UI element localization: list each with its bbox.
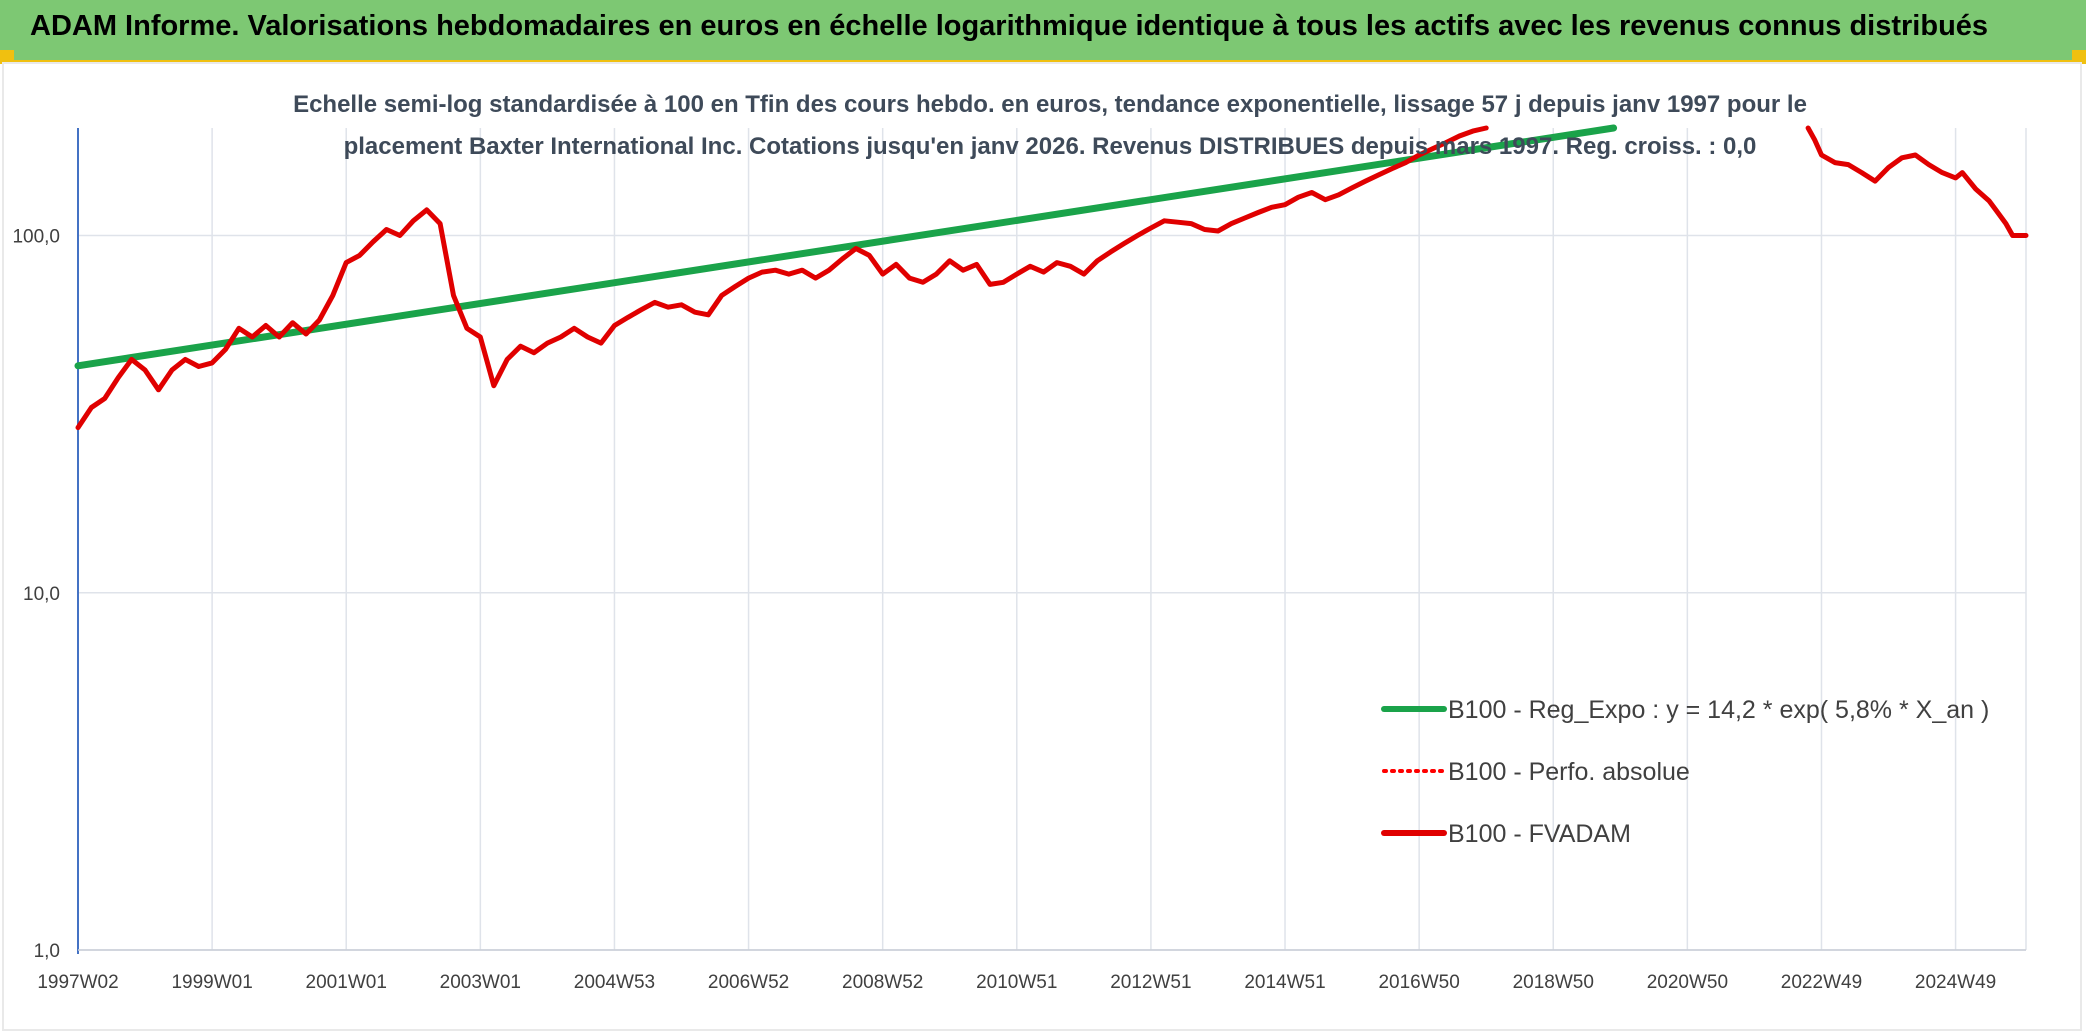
x-tick-label: 2008W52 <box>842 972 923 993</box>
x-tick-label: 2014W51 <box>1244 972 1325 993</box>
series-line-fvadam <box>1805 125 2029 238</box>
series-lines <box>74 124 2029 431</box>
report-banner: ADAM Informe. Valorisations hebdomadaire… <box>0 0 2086 62</box>
legend-label: B100 - FVADAM <box>1448 820 1631 848</box>
x-tick-label: 2024W49 <box>1915 972 1996 993</box>
legend-label: B100 - Perfo. absolue <box>1448 758 1690 786</box>
x-tick-label: 2018W50 <box>1513 972 1594 993</box>
grid-lines <box>77 128 2027 951</box>
legend-label: B100 - Reg_Expo : y = 14,2 * exp( 5,8% *… <box>1448 696 1989 724</box>
x-tick-label: 1997W02 <box>37 972 118 993</box>
chart-title-line-1: Echelle semi-log standardisée à 100 en T… <box>293 91 1807 118</box>
corner-marker-left <box>0 50 14 64</box>
x-tick-label: 2022W49 <box>1781 972 1862 993</box>
report-title: ADAM Informe. Valorisations hebdomadaire… <box>30 10 1989 42</box>
chart-area <box>2 62 2082 1031</box>
y-tick-label: 10,0 <box>23 584 60 605</box>
y-tick-label: 1,0 <box>34 941 60 962</box>
x-tick-label: 2001W01 <box>306 972 387 993</box>
chart-title-line-2: placement Baxter International Inc. Cota… <box>343 133 1757 160</box>
x-tick-label: 2004W53 <box>574 972 655 993</box>
chart-title: Echelle semi-log standardisée à 100 en T… <box>250 84 1850 168</box>
x-tick-label: 2016W50 <box>1378 972 1459 993</box>
x-tick-label: 2010W51 <box>976 972 1057 993</box>
x-tick-label: 2020W50 <box>1647 972 1728 993</box>
x-tick-label: 1999W01 <box>171 972 252 993</box>
x-tick-label: 2006W52 <box>708 972 789 993</box>
x-tick-label: 2012W51 <box>1110 972 1191 993</box>
x-tick-label: 2003W01 <box>440 972 521 993</box>
corner-marker-right <box>2072 50 2086 64</box>
series-line-fvadam <box>75 125 1489 431</box>
axes: 1997W02 1999W01 2001W01 2003W01 2004W53 2006W… <box>12 128 2026 993</box>
y-tick-label: 100,0 <box>12 227 60 248</box>
legend: B100 - Reg_Expo : y = 14,2 * exp( 5,8% *… <box>1381 696 1989 848</box>
trend-line-reg-expo <box>74 124 1618 370</box>
